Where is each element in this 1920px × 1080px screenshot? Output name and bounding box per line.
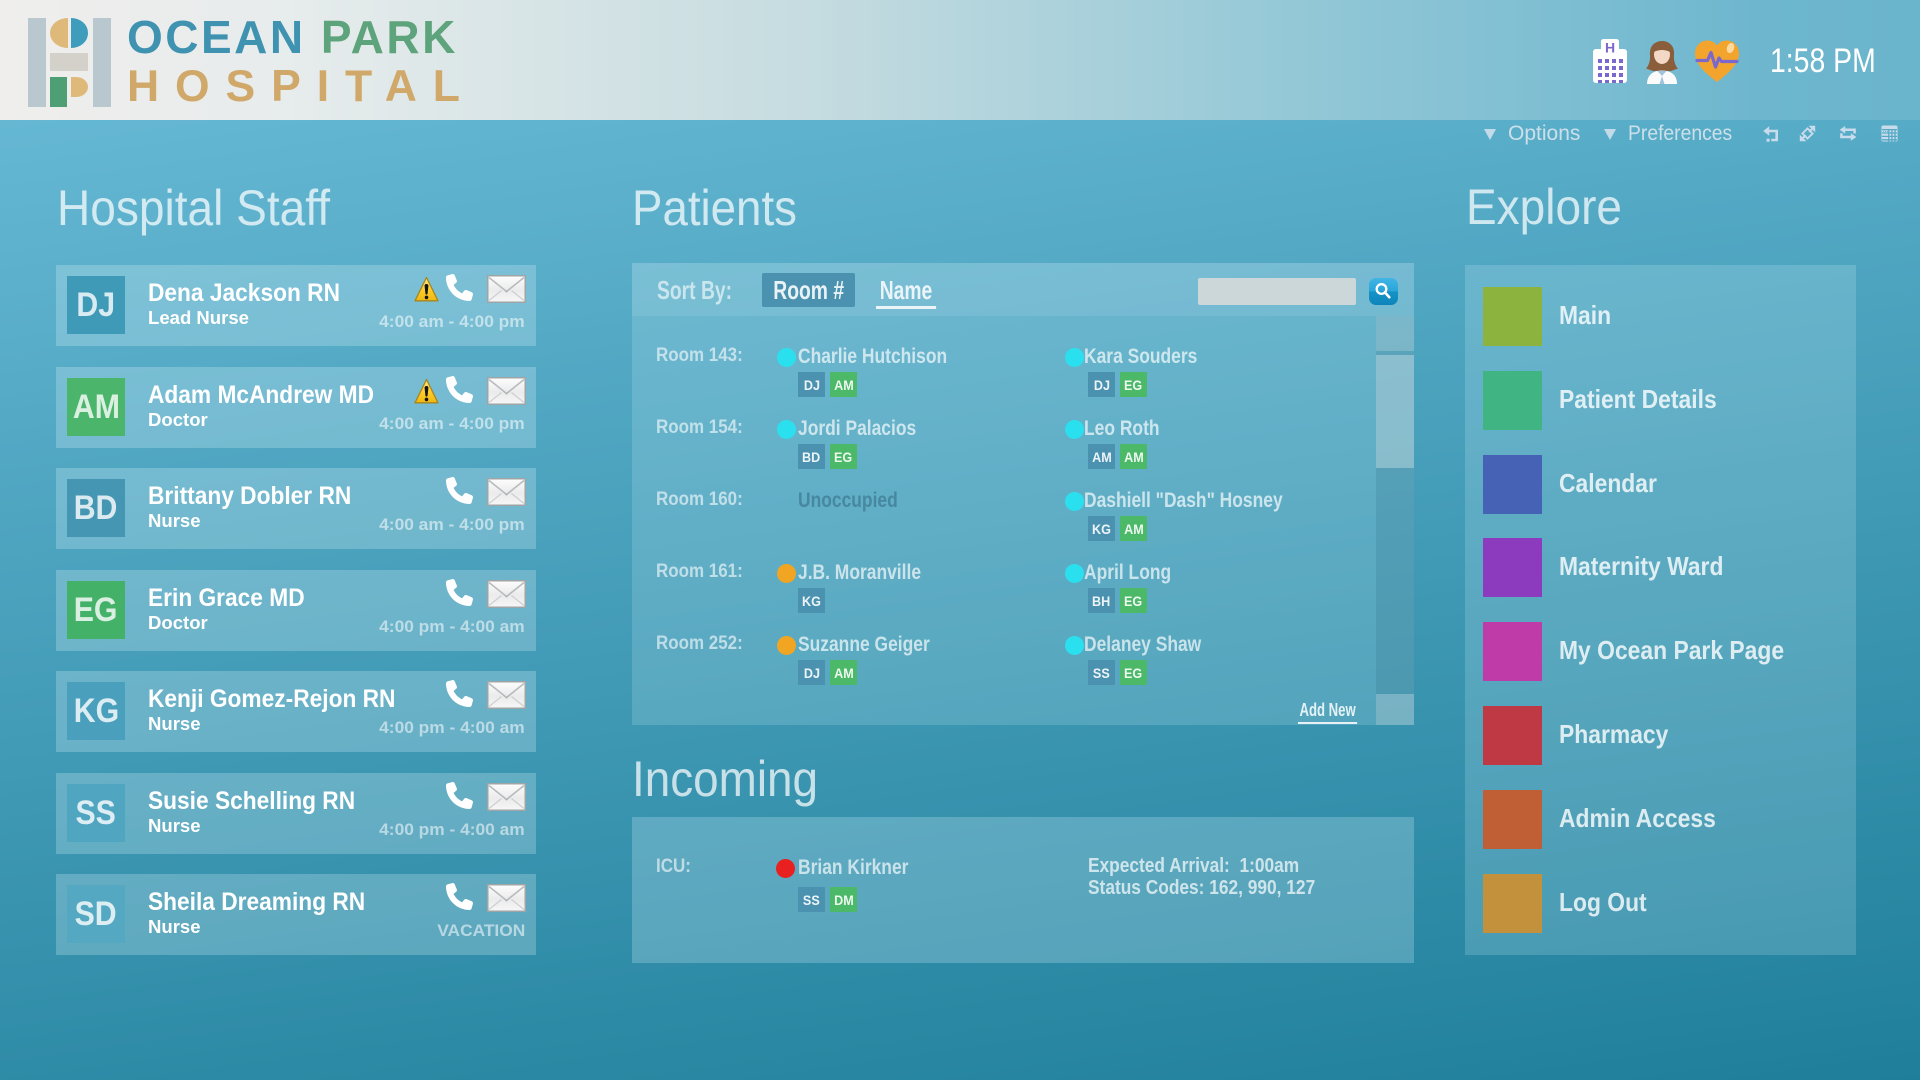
svg-text:H: H bbox=[1605, 40, 1615, 56]
